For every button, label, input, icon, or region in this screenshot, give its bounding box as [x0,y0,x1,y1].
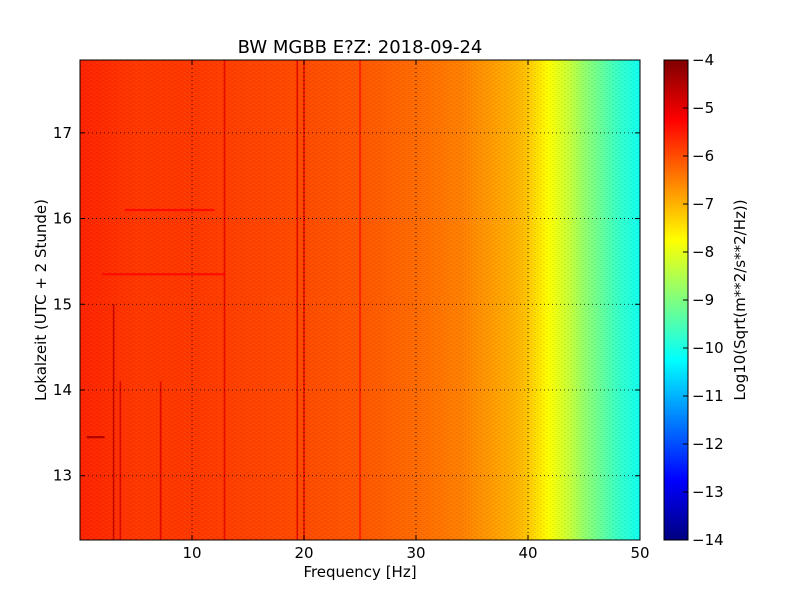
x-tick-label: 50 [630,544,649,562]
colorbar-tick-label: −13 [692,483,724,501]
spectral-line-features [86,60,361,540]
y-tick-label: 17 [53,124,72,142]
colorbar-tick-label: −4 [692,51,714,69]
x-tick-label: 40 [518,544,537,562]
y-axis-label: Lokalzeit (UTC + 2 Stunde) [32,199,50,401]
colorbar-tick-label: −14 [692,531,724,549]
grid-lines [80,60,640,540]
colorbar-tick-label: −5 [692,99,714,117]
colorbar-tick-label: −11 [692,387,724,405]
y-tick-label: 16 [53,210,72,228]
colorbar-tick-label: −6 [692,147,714,165]
x-tick-label: 30 [406,544,425,562]
colorbar-tick-label: −8 [692,243,714,261]
colorbar-label: Log10(Sqrt(m**2/s**2/Hz)) [731,199,749,400]
x-axis: 10 20 30 40 50 [182,60,650,562]
x-axis-label: Frequency [Hz] [303,563,416,581]
y-axis: 13 14 15 16 17 [53,124,640,485]
x-tick-label: 10 [182,544,201,562]
y-tick-label: 14 [53,381,72,399]
chart-title: BW MGBB E?Z: 2018-09-24 [238,37,483,58]
y-tick-label: 15 [53,295,72,313]
colorbar-tick-label: −9 [692,291,714,309]
colorbar-tick-label: −10 [692,339,724,357]
colorbar-tick-label: −12 [692,435,724,453]
x-tick-label: 20 [294,544,313,562]
y-tick-label: 13 [53,467,72,485]
colorbar-ticks: −4 −5 −6 −7 −8 −9 −10 −11 −12 −13 −14 [683,51,724,549]
plot-frame [79,59,641,541]
colorbar-tick-label: −7 [692,195,714,213]
